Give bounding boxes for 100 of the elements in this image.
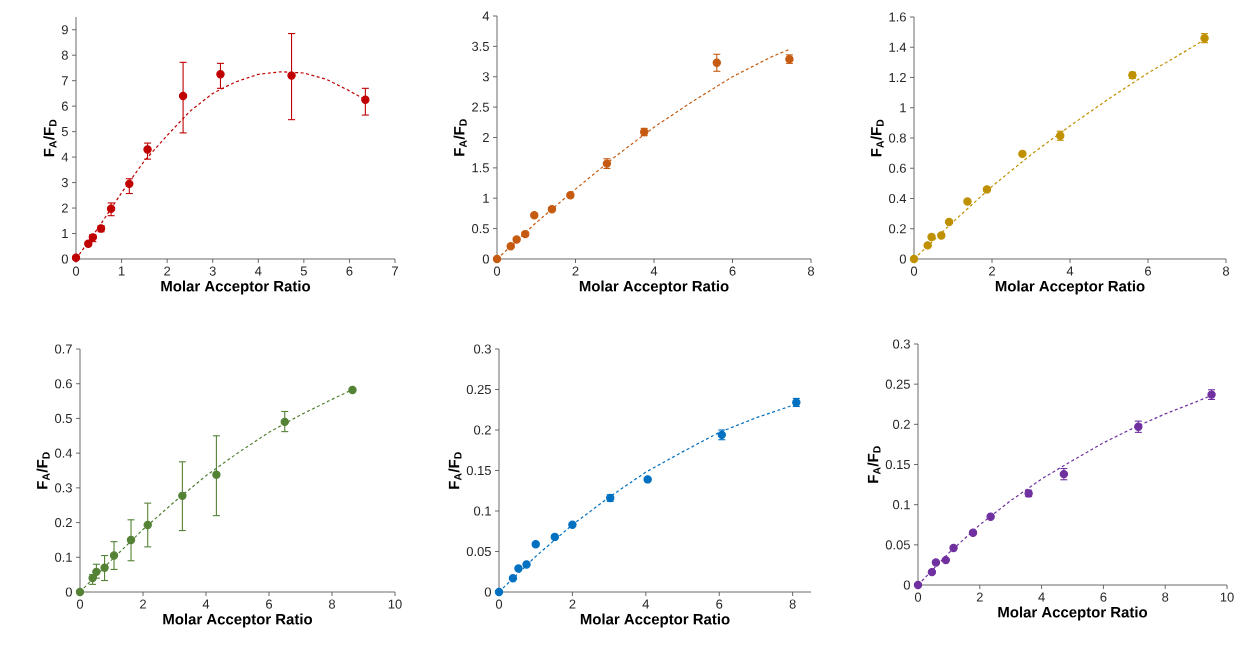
y-tick-label: 0	[903, 580, 910, 590]
point	[522, 560, 531, 569]
point	[361, 95, 370, 104]
x-axis-title: Molar Acceptor Ratio	[995, 280, 1145, 295]
x-tick-label: 0	[910, 266, 918, 276]
point	[514, 564, 523, 573]
point	[927, 567, 937, 577]
x-tick-label: 6	[1100, 592, 1107, 602]
x-tick-label: 1	[118, 266, 125, 276]
y-tick-label: 0.2	[473, 425, 491, 435]
x-axis-title: Molar Acceptor Ratio	[579, 280, 729, 295]
point	[71, 253, 81, 262]
y-tick-label: 0.6	[54, 379, 72, 389]
x-tick-label: 2	[140, 599, 146, 609]
x-tick-label: 6	[266, 599, 273, 609]
point	[508, 574, 518, 583]
y-tick-label: 7	[61, 76, 68, 86]
x-axis-title: Molar Acceptor Ratio	[580, 613, 730, 628]
x-tick-label: 2	[976, 592, 983, 602]
point	[216, 70, 225, 79]
y-tick-label: 0.05	[885, 540, 910, 550]
y-tick-label: 0.3	[54, 483, 72, 493]
y-tick-label: 0.5	[54, 413, 72, 424]
point	[143, 145, 152, 154]
y-tick-label: 0.4	[54, 448, 73, 458]
x-tick-label: 10	[1220, 592, 1234, 602]
y-tick-label: 0.25	[466, 384, 491, 395]
point	[109, 551, 119, 560]
y-tick-label: 0.8	[888, 133, 906, 143]
point	[494, 587, 504, 597]
x-tick-label: 4	[202, 599, 210, 609]
x-axis-title: Molar Acceptor Ratio	[998, 606, 1148, 621]
x-tick-label: 2	[572, 266, 579, 276]
point	[712, 58, 722, 67]
y-tick-label: 0.2	[54, 517, 72, 528]
x-tick-label: 4	[1066, 266, 1074, 276]
x-tick-label: 0	[914, 592, 922, 602]
x-tick-label: 0	[493, 266, 501, 276]
y-tick-label: 2	[61, 203, 68, 213]
x-tick-label: 2	[989, 266, 995, 276]
y-tick-label: 1	[62, 229, 68, 238]
y-axis-title: F$_{A}$/F$_{D}$	[448, 452, 462, 489]
y-tick-label: 0.7	[54, 344, 72, 354]
x-tick-label: 10	[388, 599, 402, 609]
point	[913, 580, 923, 590]
x-tick-label: 8	[1162, 592, 1169, 602]
y-tick-label: 0.25	[885, 379, 910, 389]
x-tick-label: 4	[650, 266, 658, 276]
y-tick-label: 0.1	[54, 552, 72, 562]
y-tick-label: 1.5	[472, 163, 489, 173]
y-tick-label: 1	[483, 193, 489, 203]
x-tick-label: 8	[789, 599, 796, 609]
y-tick-label: 9	[61, 25, 68, 35]
x-tick-label: 2	[164, 266, 171, 276]
x-tick-label: 8	[328, 599, 336, 609]
y-tick-label: 8	[61, 50, 68, 60]
point	[280, 417, 289, 427]
y-tick-label: 0.5	[471, 224, 489, 234]
point	[1018, 149, 1027, 159]
y-tick-label: 3.5	[471, 41, 489, 51]
y-axis-title: F$_{A}$/F$_{D}$	[43, 119, 57, 157]
x-tick-label: 3	[209, 266, 216, 276]
y-tick-label: 4	[61, 152, 69, 162]
y-tick-label: 0.05	[466, 546, 491, 557]
point	[106, 204, 116, 214]
point	[75, 587, 85, 597]
x-tick-label: 2	[569, 599, 576, 609]
point	[927, 232, 936, 242]
y-tick-label: 0.2	[888, 224, 906, 234]
y-tick-label: 0.15	[885, 459, 910, 470]
y-tick-label: 0.2	[892, 419, 910, 429]
x-tick-label: 4	[1038, 592, 1045, 602]
y-tick-label: 0.3	[892, 339, 910, 349]
point	[143, 520, 152, 530]
x-tick-label: 4	[642, 599, 650, 609]
x-tick-label: 6	[346, 266, 353, 276]
x-tick-label: 6	[716, 599, 723, 609]
x-axis-title: Molar Acceptor Ratio	[161, 280, 311, 295]
point	[178, 91, 188, 101]
x-tick-label: 0	[76, 599, 84, 609]
x-tick-label: 8	[807, 266, 815, 276]
y-tick-label: 5	[61, 127, 68, 137]
point	[931, 558, 941, 567]
point	[287, 71, 296, 80]
y-tick-label: 1	[900, 103, 906, 113]
x-tick-label: 8	[1222, 266, 1230, 276]
point	[348, 385, 357, 395]
point	[125, 179, 134, 189]
y-tick-label: 1.2	[889, 72, 906, 83]
y-tick-label: 0	[899, 254, 906, 264]
x-tick-label: 6	[1145, 266, 1152, 276]
y-tick-label: 1.4	[889, 42, 907, 52]
y-tick-label: 3	[61, 177, 68, 188]
x-tick-label: 0	[72, 266, 80, 276]
x-tick-label: 7	[392, 266, 398, 276]
y-tick-label: 1.6	[889, 12, 906, 22]
point	[212, 470, 221, 479]
y-tick-label: 0.4	[888, 193, 907, 204]
y-tick-label: 0	[61, 254, 68, 264]
y-tick-label: 0.1	[473, 506, 491, 516]
